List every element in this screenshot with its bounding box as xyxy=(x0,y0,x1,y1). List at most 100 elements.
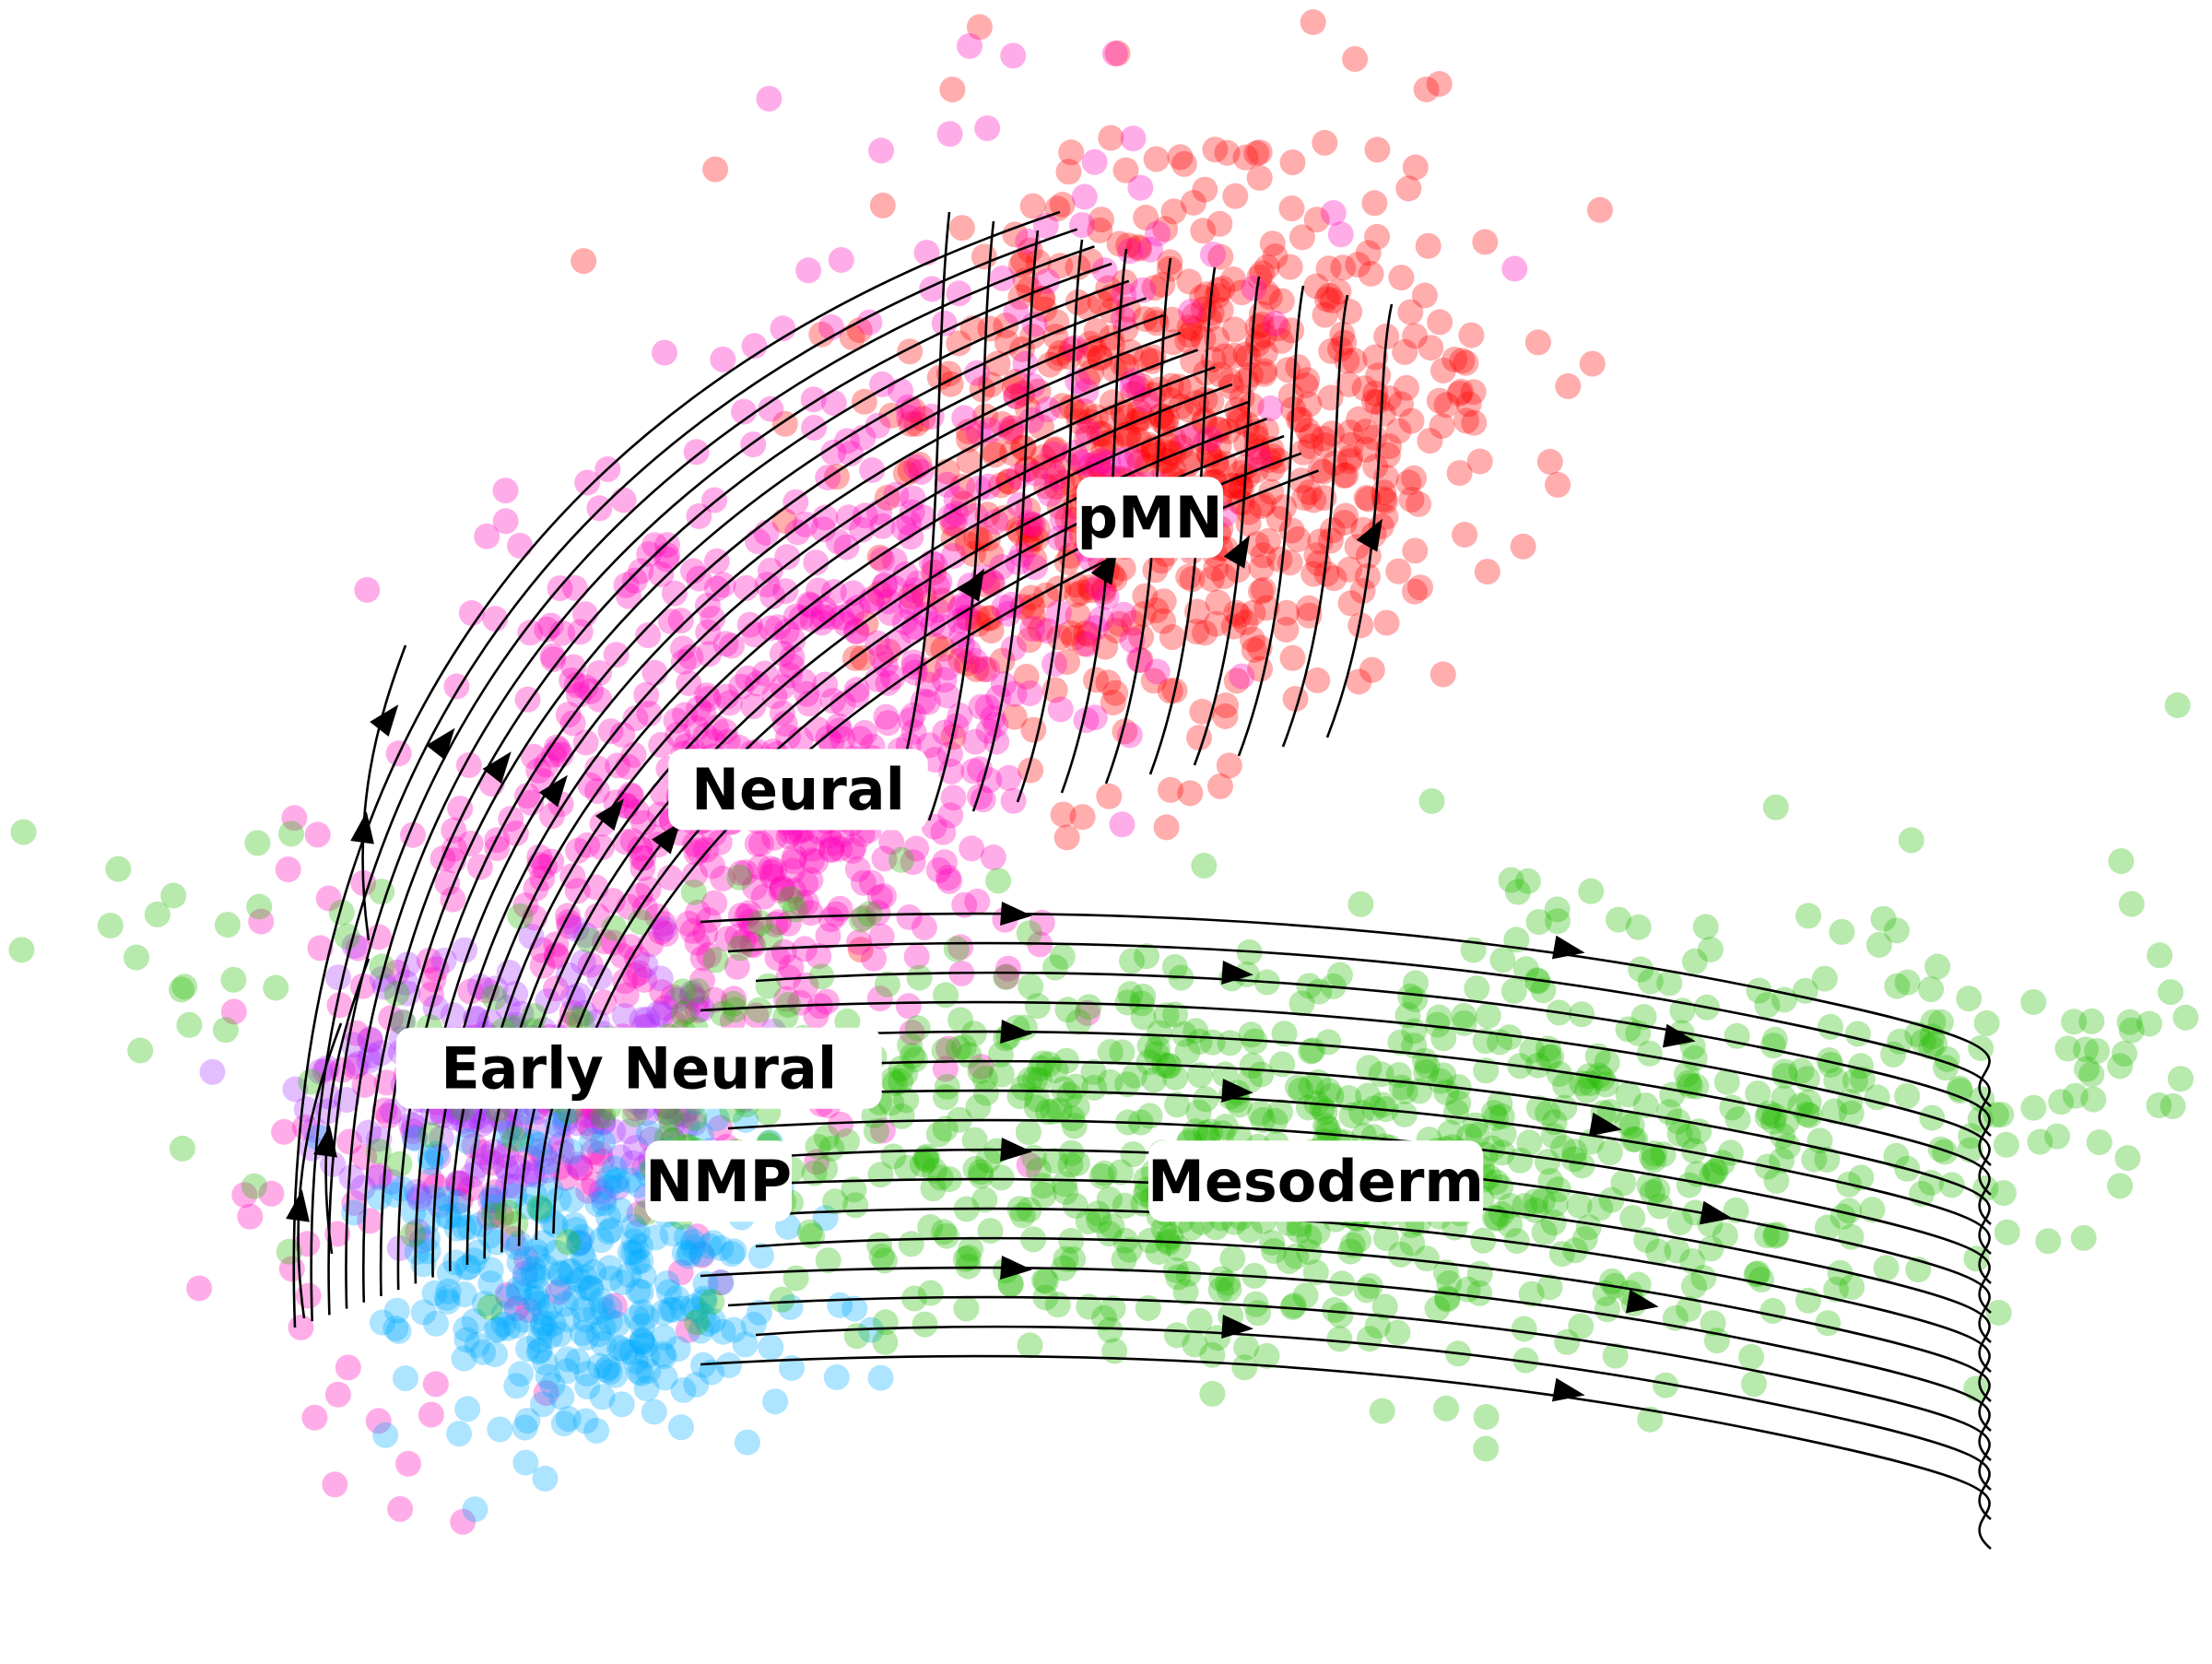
cell-point xyxy=(694,592,721,619)
cell-point xyxy=(577,1274,604,1301)
cell-point xyxy=(512,1267,538,1293)
cell-point xyxy=(1119,373,1146,400)
cell-point xyxy=(1664,1237,1690,1264)
cell-point xyxy=(896,904,923,930)
cell-point xyxy=(1418,335,1444,361)
cell-point xyxy=(647,965,674,992)
cell-point xyxy=(512,1449,539,1476)
cell-point xyxy=(960,758,987,785)
cell-point xyxy=(1051,1076,1077,1103)
cell-point xyxy=(1681,948,1708,974)
cell-point xyxy=(995,468,1022,495)
cell-point xyxy=(747,854,773,880)
cell-point xyxy=(1769,1147,1795,1174)
cell-point xyxy=(630,1263,657,1290)
cell-point xyxy=(1829,918,1855,945)
cell-point xyxy=(868,1243,895,1269)
cell-point xyxy=(777,886,804,913)
cell-point xyxy=(341,1199,368,1226)
cell-point xyxy=(1115,232,1142,259)
cell-point xyxy=(1183,390,1210,416)
cell-point xyxy=(1235,344,1262,371)
cell-point xyxy=(912,1311,938,1338)
cell-point xyxy=(524,1245,551,1271)
cell-point xyxy=(700,853,726,879)
cell-point xyxy=(903,835,930,862)
cell-point xyxy=(434,869,461,896)
cell-point xyxy=(667,608,694,634)
cell-point xyxy=(892,561,919,587)
cell-point xyxy=(410,1251,437,1278)
cell-point xyxy=(524,1291,551,1316)
cell-point xyxy=(1795,903,1822,929)
cell-point xyxy=(1071,398,1098,425)
cell-point xyxy=(1077,359,1104,385)
cell-point xyxy=(974,115,1001,142)
cell-point xyxy=(773,619,800,645)
velocity-streamline xyxy=(755,971,1992,1166)
cell-point xyxy=(435,1278,462,1304)
cell-point xyxy=(606,1335,632,1362)
cell-point xyxy=(237,1203,264,1230)
velocity-streamline xyxy=(700,1354,1992,1550)
cell-point xyxy=(1143,146,1170,172)
cell-point xyxy=(2048,1089,2075,1115)
cell-point xyxy=(1206,417,1233,443)
cell-point xyxy=(951,405,978,431)
cell-point xyxy=(1162,1257,1189,1283)
cell-point xyxy=(815,923,841,950)
cell-point xyxy=(1259,230,1286,257)
cell-point xyxy=(1119,948,1145,974)
cell-point xyxy=(684,1309,711,1336)
cell-point xyxy=(1023,1094,1050,1121)
cell-point xyxy=(1122,1062,1147,1089)
cell-point xyxy=(591,1190,618,1217)
cell-point xyxy=(617,1239,643,1266)
cell-point xyxy=(1088,1163,1115,1189)
cell-point xyxy=(1131,601,1157,627)
cell-point xyxy=(596,1164,623,1191)
cell-point xyxy=(710,346,736,372)
cell-point xyxy=(1395,469,1422,496)
cell-point xyxy=(825,528,852,555)
cell-point xyxy=(1910,1028,1936,1055)
cell-point xyxy=(535,1363,561,1390)
cell-point xyxy=(1304,667,1331,693)
cell-point xyxy=(830,690,856,717)
cell-point xyxy=(1124,409,1150,436)
cell-point xyxy=(1002,221,1029,248)
cell-point xyxy=(560,654,587,680)
cell-point xyxy=(1760,1033,1786,1059)
cell-point xyxy=(1985,1300,2012,1326)
cell-point xyxy=(1336,448,1363,475)
cell-point xyxy=(727,935,754,962)
cell-point xyxy=(417,1144,443,1171)
cell-point xyxy=(596,1255,623,1281)
cell-point xyxy=(1606,906,1632,933)
cell-point xyxy=(1859,1197,1886,1223)
cell-point xyxy=(792,830,818,856)
cell-point xyxy=(868,923,895,950)
cell-point xyxy=(507,532,534,559)
velocity-streamline xyxy=(700,1266,1992,1461)
cell-point xyxy=(1524,1052,1551,1079)
cell-point xyxy=(984,350,1011,377)
cell-point xyxy=(980,437,1006,464)
cell-point xyxy=(1569,1152,1595,1179)
cell-point xyxy=(1069,804,1096,831)
cell-point xyxy=(883,481,910,508)
cell-point xyxy=(685,899,712,926)
cell-point xyxy=(1430,661,1456,688)
velocity-streamline xyxy=(1193,276,1261,766)
cell-point xyxy=(1158,372,1184,399)
cell-point xyxy=(263,974,289,1001)
cell-point xyxy=(1327,221,1354,248)
cell-point xyxy=(1192,176,1218,203)
cell-point xyxy=(433,1186,460,1212)
cluster-label-nmp: NMP xyxy=(645,1140,792,1222)
cell-point xyxy=(890,515,917,541)
cell-point xyxy=(526,844,553,870)
cell-point xyxy=(1639,1179,1665,1206)
cell-point xyxy=(1027,1067,1053,1093)
cell-point xyxy=(220,966,247,993)
